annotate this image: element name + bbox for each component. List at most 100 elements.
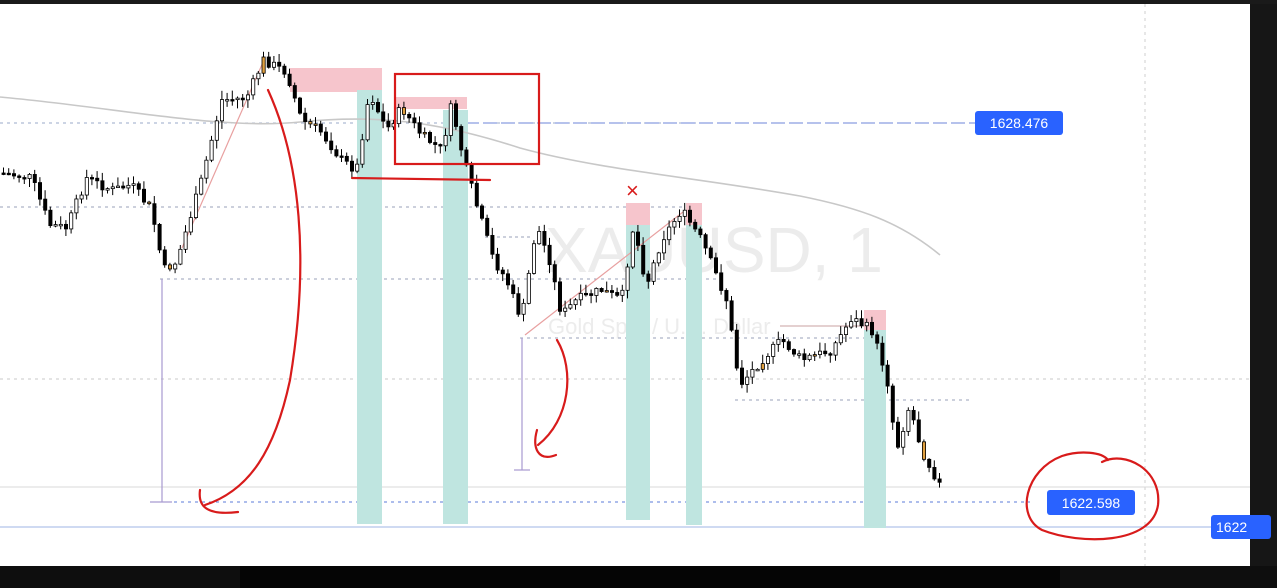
candle-body	[885, 364, 890, 387]
target-bar-4	[686, 225, 702, 525]
candle-body	[625, 266, 630, 291]
candle-body	[479, 205, 484, 219]
candle-body	[225, 99, 230, 102]
candle-body	[838, 334, 843, 344]
candle-body	[485, 217, 490, 236]
target-bar-5	[864, 330, 886, 528]
candle-body	[407, 113, 412, 119]
candle-body	[282, 65, 287, 75]
candle-body	[256, 72, 261, 80]
candle-body	[27, 174, 32, 179]
candle-body	[339, 155, 344, 158]
candle-body	[651, 262, 656, 282]
candle-body	[594, 288, 599, 296]
candle-body	[355, 163, 360, 172]
candle-body	[719, 272, 724, 291]
pen-arrow-2	[536, 338, 569, 447]
candle-body	[22, 177, 27, 180]
highlight-box	[393, 72, 541, 166]
candle-body	[922, 441, 927, 460]
candle-body	[53, 224, 58, 227]
candle-body	[79, 194, 84, 200]
candle-body	[755, 368, 760, 372]
candle-body	[724, 290, 729, 302]
candlestick-series	[1, 51, 942, 488]
candle-body	[74, 198, 79, 214]
pen-annotations	[198, 72, 1160, 541]
target-bars	[357, 90, 886, 528]
candle-body	[157, 223, 162, 251]
price-tag-1622[interactable]: 1622.598	[1047, 490, 1135, 515]
candle-body	[173, 263, 178, 270]
candle-body	[147, 201, 152, 205]
candle-body	[427, 132, 432, 143]
candle-body	[864, 321, 869, 327]
candle-body	[370, 102, 375, 105]
candle-body	[708, 247, 713, 259]
candle-body	[100, 180, 105, 191]
candle-body	[459, 126, 464, 151]
candle-body	[235, 97, 240, 101]
candle-body	[167, 264, 172, 270]
price-tag-label: 1628.476	[990, 115, 1049, 131]
price-tag-1628[interactable]: 1628.476	[975, 111, 1063, 135]
candle-body	[438, 144, 443, 147]
supply-zone-1	[290, 68, 382, 92]
candle-body	[209, 139, 214, 161]
candle-body	[890, 385, 895, 423]
candle-body	[375, 102, 380, 113]
candle-body	[271, 61, 276, 68]
candle-body	[599, 288, 604, 292]
candle-body	[214, 120, 219, 141]
candle-body	[568, 304, 573, 309]
candle-body	[297, 97, 302, 114]
candle-body	[740, 367, 745, 385]
candle-body	[344, 155, 349, 162]
candle-body	[90, 177, 95, 180]
candle-body	[464, 149, 469, 166]
candle-body	[558, 281, 563, 312]
candle-body	[693, 221, 698, 230]
candle-body	[630, 231, 635, 268]
cross-mark: ×	[626, 178, 639, 203]
candle-body	[152, 203, 157, 225]
candle-body	[84, 177, 89, 196]
moving-average-line	[0, 96, 941, 256]
candle-body	[349, 160, 354, 172]
candle-body	[589, 293, 594, 296]
candle-body	[381, 111, 386, 122]
candle-body	[604, 290, 609, 293]
candle-body	[287, 73, 292, 86]
candle-body	[240, 97, 245, 101]
candle-body	[443, 135, 448, 147]
candle-body	[64, 223, 69, 230]
candle-body	[43, 198, 48, 211]
candle-body	[760, 363, 765, 370]
last-price-tag[interactable]: 1622	[1211, 515, 1271, 539]
candle-body	[714, 257, 719, 274]
pen-circle	[1025, 451, 1160, 541]
pen-arrowhead-1	[198, 488, 240, 514]
candle-body	[95, 177, 100, 182]
candle-body	[521, 302, 526, 315]
candle-body	[329, 140, 334, 151]
supply-zones	[290, 68, 886, 332]
chart-panel[interactable]	[0, 4, 1250, 566]
candle-body	[516, 293, 521, 315]
candle-body	[318, 123, 323, 133]
candle-body	[620, 289, 625, 296]
candle-body	[323, 131, 328, 142]
candle-body	[277, 61, 282, 67]
candle-body	[870, 321, 875, 336]
candle-body	[745, 376, 750, 385]
candle-body	[552, 264, 557, 283]
candle-body	[495, 253, 500, 271]
candle-body	[365, 104, 370, 141]
candle-body	[58, 223, 63, 227]
candle-body	[386, 120, 391, 128]
candle-body	[802, 353, 807, 361]
candle-body	[578, 292, 583, 301]
candle-body	[219, 99, 224, 122]
candle-body	[131, 183, 136, 186]
